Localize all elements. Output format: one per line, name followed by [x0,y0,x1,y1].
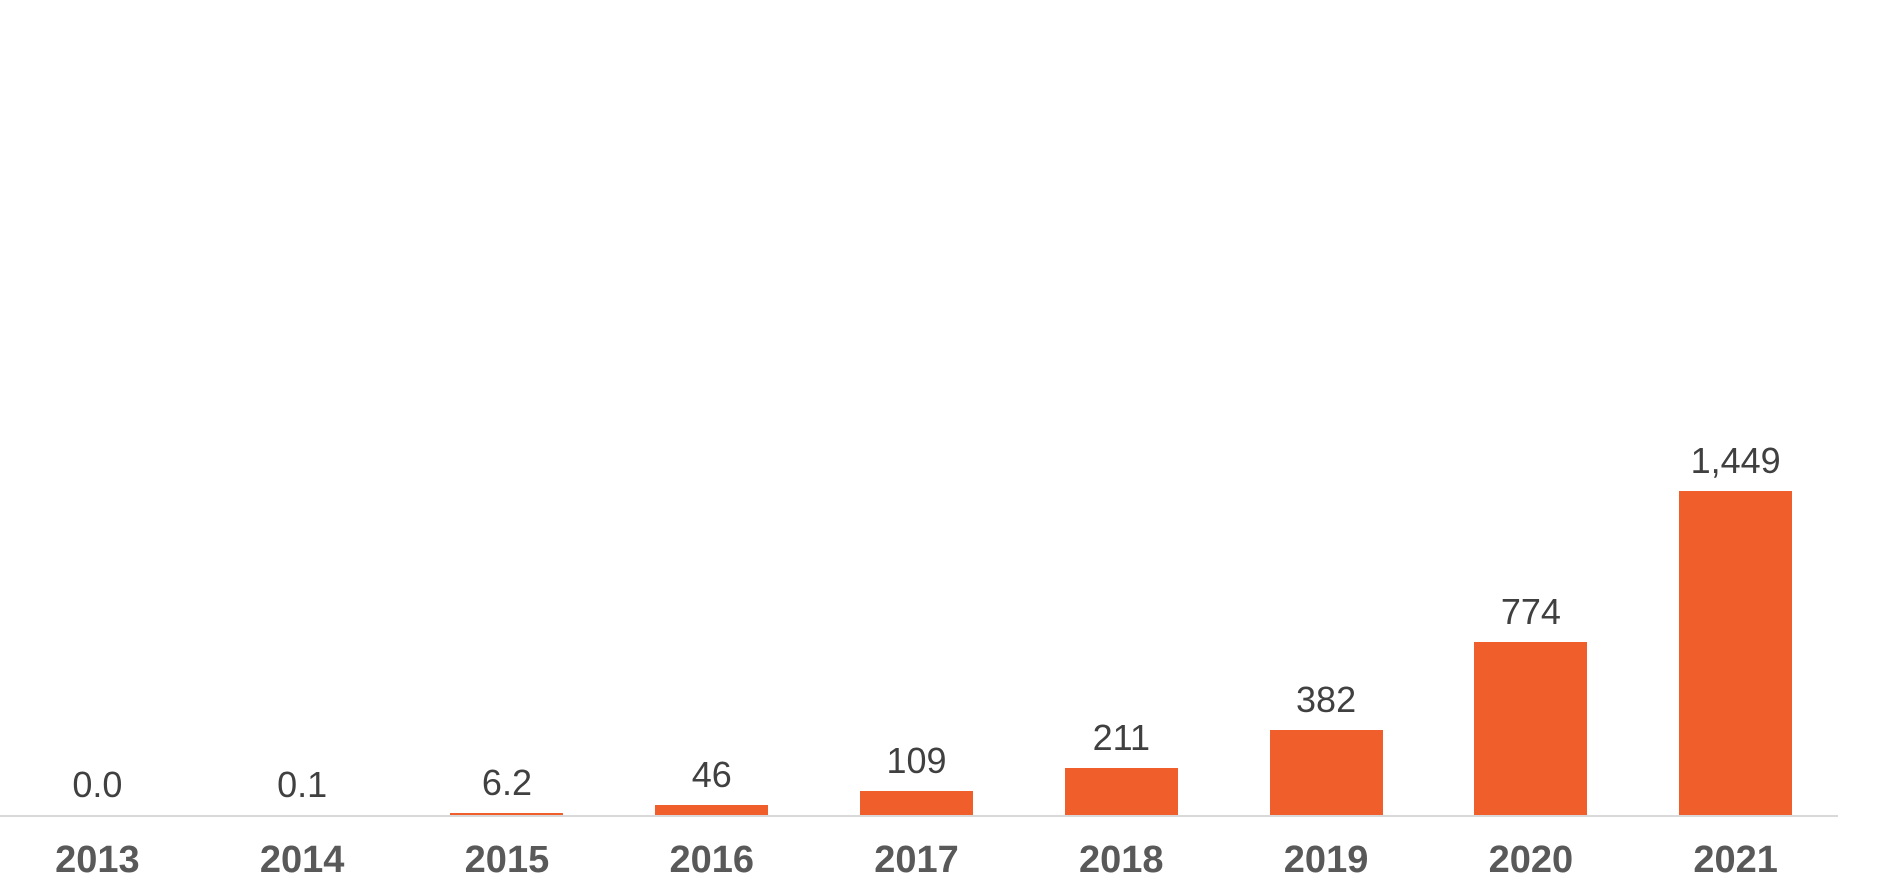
bar-column: 109 [814,0,1019,815]
x-axis-tick-label: 2015 [464,839,550,881]
x-axis-tick-label: 2014 [259,839,345,881]
bar-value-label: 0.0 [72,764,123,805]
x-axis-tick-label: 2019 [1283,839,1369,881]
bar-value-label: 0.1 [277,764,328,805]
x-axis-tick-label: 2016 [669,839,754,881]
bar-column: 0.1 [200,0,405,815]
bar [450,813,564,815]
bar-column: 774 [1428,0,1633,815]
bar-column: 1,449 [1633,0,1838,815]
x-axis-tick-label: 2017 [874,839,959,881]
bar [1269,729,1383,815]
bar [1679,491,1793,815]
bar-column: 0.0 [0,0,200,815]
plot-area: 0.0 0.1 6.2 46 109 211 382 774 1,449 [0,0,1838,817]
bar [1474,641,1588,815]
x-axis-tick-label: 2018 [1079,839,1164,881]
x-axis-tick-label: 2021 [1693,839,1778,881]
bar-value-label: 1,449 [1690,440,1781,481]
bar [860,790,974,815]
bar-column: 211 [1019,0,1224,815]
bar-value-label: 774 [1500,590,1561,632]
bar [655,804,769,815]
x-axis-labels: 2013 2014 2015 2016 2017 2018 2019 2020 2021 [0,838,1838,882]
bar-value-label: 382 [1296,678,1357,720]
x-axis-tick-label: 2013 [55,839,140,881]
bar-value-label: 109 [886,739,947,781]
bar-column: 46 [609,0,814,815]
x-axis-tick-label: 2020 [1488,839,1574,881]
bar-value-label: 46 [691,753,732,795]
bar-column: 6.2 [405,0,610,815]
bar-value-label: 211 [1092,716,1150,758]
bar-value-label: 6.2 [481,762,532,803]
bar-column: 382 [1224,0,1429,815]
bar [1064,767,1178,815]
